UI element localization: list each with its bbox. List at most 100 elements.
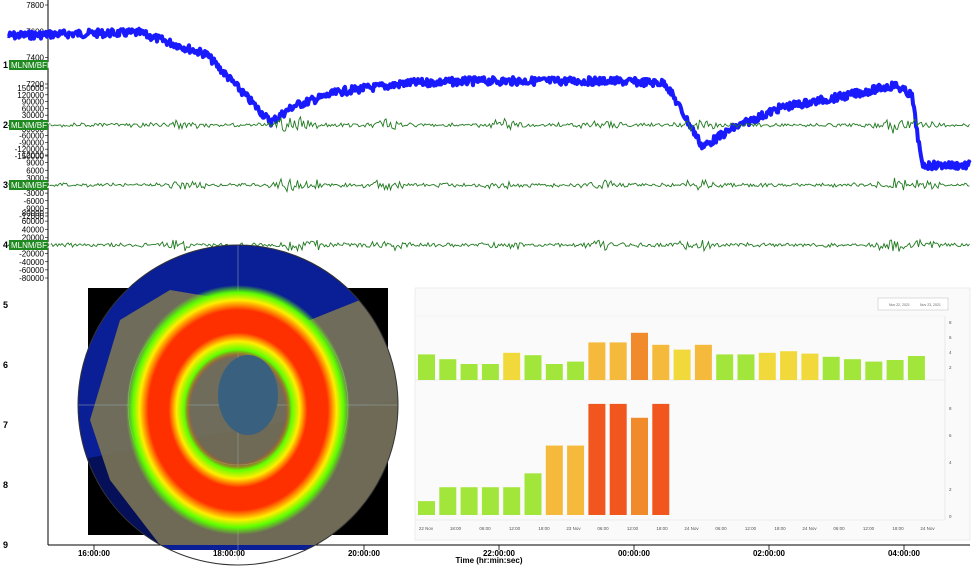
channel-tick-label: -60000 [19, 132, 44, 141]
bar [844, 359, 861, 380]
panel-x-label: 18:00 [450, 526, 462, 531]
bar [588, 342, 606, 380]
channel-tick-label: 150000 [17, 84, 44, 93]
bar [481, 487, 499, 515]
channel-tick-label: 3000 [26, 174, 44, 183]
channel-tick-label: 12000 [22, 151, 45, 160]
channel-tick-label: 40000 [22, 225, 45, 234]
panel-y-tick-top: 8 [949, 320, 952, 325]
panel-x-label: 22 Nov [419, 526, 434, 531]
bar [503, 487, 521, 515]
channel-tick-label: 9000 [26, 159, 44, 168]
panel-y-tick-top: 4 [949, 350, 952, 355]
time-tick-label: 04:00:00 [888, 549, 921, 558]
bar [567, 361, 585, 380]
channel-tick-label: -3000 [24, 189, 45, 198]
channel-tick-label: 7200 [26, 80, 44, 89]
channel-label-text: MLNM/BFX [11, 241, 53, 250]
channel-tick-label: 7400 [26, 54, 44, 63]
trace-mlnm-bfx [7, 238, 970, 253]
channel-label-text: MLNM/BFH [11, 61, 53, 70]
panel-y-tick-bottom: 8 [949, 406, 952, 411]
panel-x-label: 12:00 [627, 526, 639, 531]
bar [758, 352, 776, 380]
kp-bar-panel: Nov 22, 2021 Nov 23, 2021 22 Nov 18:00 06:… [414, 287, 971, 541]
panel-x-label: 12:00 [863, 526, 875, 531]
panel-x-label: 24 Nov [920, 526, 935, 531]
channel-label: MLNM/BFY [9, 120, 53, 130]
panel-y-tick-bottom: 2 [949, 487, 952, 492]
bar [694, 344, 712, 380]
legend-right: Nov 23, 2021 [920, 303, 941, 307]
time-axis-title: Time (hr:min:sec) [456, 556, 523, 565]
bar [460, 487, 478, 515]
channel-tick-label: -9000 [24, 204, 45, 213]
bar [524, 355, 542, 380]
channel-label-bg [9, 60, 48, 70]
channel-tick-label: -12000 [19, 212, 44, 221]
bar [545, 364, 563, 380]
panel-x-label: 12:00 [509, 526, 521, 531]
channel-tick-label: 6000 [26, 166, 44, 175]
bar [439, 487, 457, 515]
bar [609, 403, 627, 515]
channel-tick-label: 90000 [22, 98, 45, 107]
channel-label-bg [9, 240, 48, 250]
bar [652, 403, 670, 515]
channel-tick-label: 120000 [17, 91, 44, 100]
channel-tick-label: 60000 [22, 104, 45, 113]
panel-y-tick-bottom: 6 [949, 433, 952, 438]
time-tick-label: 16:00:00 [78, 549, 111, 558]
bar [631, 417, 648, 515]
channel-label: MLNM/BFX [9, 240, 53, 250]
bar [524, 473, 542, 515]
row-number: 7 [3, 420, 8, 430]
time-tick-label: 22:00:00 [483, 549, 516, 558]
channel-tick-label: 20000 [22, 233, 45, 242]
bar [418, 354, 435, 380]
bars-bottom [418, 403, 670, 515]
row-number: 8 [3, 480, 8, 490]
panel-x-label: 24 Nov [802, 526, 817, 531]
panel-legend-box [877, 297, 949, 311]
channel-label-text: MLNM/BFY [11, 121, 53, 130]
row-number: 5 [3, 300, 8, 310]
channel-tick-labels: 7800760074007200150000120000900006000030… [15, 1, 48, 283]
channel-label-bg [9, 180, 48, 190]
trace-mlnm-bfy [8, 115, 970, 134]
bar [780, 351, 798, 380]
bar [588, 403, 606, 515]
time-tick-label: 20:00:00 [348, 549, 381, 558]
legend-left: Nov 22, 2021 [889, 303, 910, 307]
time-tick-label: 18:00:00 [213, 549, 246, 558]
aurora-map [77, 244, 399, 566]
bar [822, 356, 840, 380]
bar [418, 501, 435, 515]
panel-x-label: 18:00 [774, 526, 786, 531]
channel-tick-label: -40000 [19, 258, 44, 267]
bar [673, 349, 691, 380]
panel-x-label: 06:00 [833, 526, 845, 531]
bar [631, 332, 648, 380]
row-number: 2 [3, 120, 8, 130]
bar [481, 364, 499, 380]
aurora-hole [218, 355, 278, 435]
trace-bfh [6, 26, 972, 172]
panel-x-label: 06:00 [479, 526, 491, 531]
panel-x-label: 18:00 [538, 526, 550, 531]
bar [737, 354, 755, 380]
channel-label-text: MLNM/BFZ [11, 181, 52, 190]
bar [716, 354, 734, 380]
panel-x-label: 06:00 [597, 526, 609, 531]
time-tick-label: 00:00:00 [618, 549, 651, 558]
channel-tick-label: -90000 [19, 138, 44, 147]
bars-top [418, 332, 925, 380]
channel-tick-label: 80000 [22, 209, 45, 218]
panel-x-label: 18:00 [656, 526, 668, 531]
bar [503, 352, 521, 380]
channel-labels: MLNM/BFH MLNM/BFY MLNM/BFZ MLNM/BFX [9, 60, 53, 250]
channel-tick-label: -6000 [24, 197, 45, 206]
bar [460, 364, 478, 380]
row-number: 3 [3, 180, 8, 190]
